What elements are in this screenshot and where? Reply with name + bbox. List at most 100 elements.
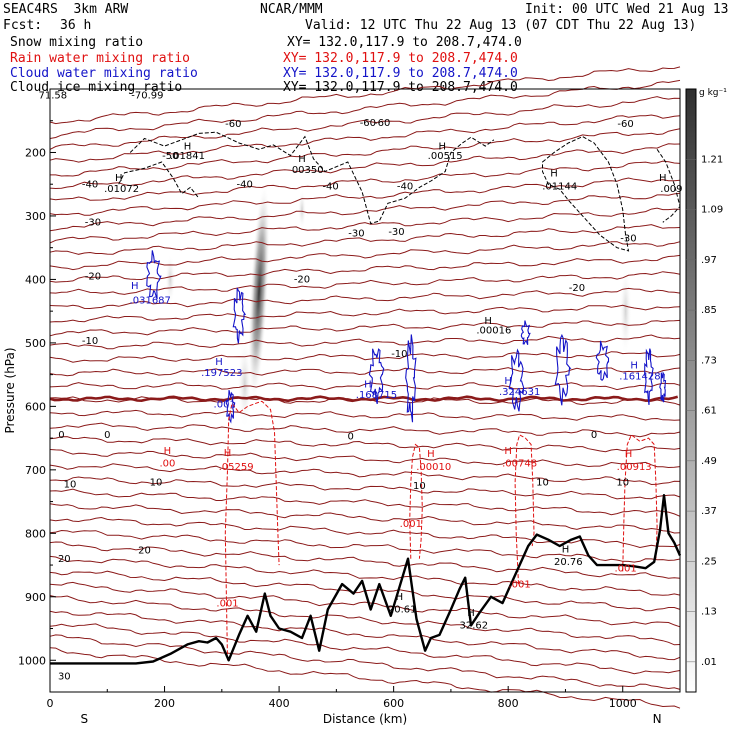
cloud-ice-contour	[118, 161, 200, 199]
contour-label: -30	[620, 233, 636, 244]
temperature-contour	[49, 177, 681, 216]
colorbar-label: .13	[701, 607, 717, 618]
temperature-contour	[49, 79, 681, 139]
cloud-water-contour	[520, 320, 531, 345]
field-snow-name: Snow mixing ratio	[10, 35, 144, 50]
contour-label: -30	[85, 217, 101, 228]
contour-label: H	[115, 173, 123, 184]
contour-label: .01072	[104, 184, 139, 195]
colorbar-label: .37	[701, 506, 717, 517]
contour-label: H	[224, 448, 232, 459]
snow-west	[165, 254, 176, 305]
contour-label: H	[364, 379, 372, 390]
contour-label: -60	[617, 119, 633, 130]
contour-label: 32.62	[459, 621, 488, 632]
temperature-contour	[49, 334, 681, 350]
terrain-line	[50, 494, 682, 665]
contour-label: 71.58	[39, 91, 68, 102]
y-tick-label: 400	[25, 273, 46, 286]
temperature-contour	[49, 623, 681, 675]
field-rain-xy: XY= 132.0,117.9 to 208.7,474.0	[283, 51, 518, 66]
contour-label: -20	[85, 271, 101, 282]
temperature-contour	[49, 66, 681, 125]
plot-frame	[49, 88, 681, 693]
cloud-water-contour	[368, 348, 385, 405]
temperature-contour	[49, 449, 681, 469]
terrain-profile	[50, 494, 682, 665]
temperature-contour	[49, 503, 681, 534]
temperature-contour	[49, 581, 681, 628]
contour-label: 20	[58, 554, 71, 565]
contour-label: .00913	[617, 462, 652, 473]
rain-water-contour	[409, 443, 423, 559]
contour-label: .031687	[130, 296, 171, 307]
temperature-contour	[49, 160, 681, 201]
y-tick-label: 200	[25, 146, 46, 159]
contour-label: -10	[82, 336, 98, 347]
cloud-water-contour	[595, 340, 610, 381]
y-tick-label: 500	[25, 337, 46, 350]
y-axis-label: Pressure (hPa)	[3, 347, 17, 433]
contour-label: H	[625, 449, 633, 460]
field-rain-name: Rain water mixing ratio	[10, 51, 191, 66]
contour-label: .001	[214, 400, 236, 411]
contour-label: 20.76	[554, 557, 583, 568]
x-tick-label: 200	[154, 697, 175, 710]
contour-label: H	[562, 544, 570, 555]
colorbar-label: .25	[701, 556, 717, 567]
rain-water-contour	[514, 434, 535, 585]
snow-mid	[298, 189, 306, 230]
temperature-contour	[49, 595, 681, 646]
contour-label: .00010	[416, 462, 451, 473]
contour-label: 10	[616, 478, 629, 489]
contour-label: 0	[104, 430, 110, 441]
contour-label: .001	[400, 519, 422, 530]
temperature-contour	[49, 319, 681, 337]
contour-label: H	[550, 169, 558, 180]
contour-label: H	[164, 446, 172, 457]
colorbar: 1.21 1.09 .97 .85 .73 .61 .49 .37 .25 .13 .01 g kg⁻…	[685, 88, 727, 693]
cloud-ice-contours	[118, 131, 681, 252]
temperature-contour	[49, 409, 681, 421]
contour-label: .00	[159, 459, 175, 470]
rain-water-contour	[622, 434, 658, 572]
contour-label: H	[184, 141, 192, 152]
colorbar-label: .49	[701, 456, 717, 467]
cloud-water-contour	[659, 371, 667, 403]
x-tick-label: 0	[47, 697, 54, 710]
temperature-contour	[49, 634, 681, 690]
field-cloud-water-name: Cloud water mixing ratio	[10, 66, 198, 81]
colorbar-unit: g kg⁻¹	[699, 88, 727, 98]
contour-label: .009	[660, 184, 682, 195]
colorbar-bar	[685, 88, 697, 693]
contour-label: 10	[150, 478, 163, 489]
contour-label: 10	[64, 480, 77, 491]
center-label: NCAR/MMM	[260, 2, 323, 17]
contour-label: -10	[391, 349, 407, 360]
contour-label: -70.99	[131, 91, 163, 102]
contour-labels: 71.58 -70.99H.01841-50-60 -60-60 -60H00350H…	[39, 91, 683, 683]
north-label: N	[653, 712, 662, 726]
cloud-ice-contour	[542, 136, 630, 252]
temperature-contour	[49, 224, 681, 255]
contour-label: .324631	[499, 387, 540, 398]
contour-label: H	[396, 592, 404, 603]
contour-label: H	[439, 141, 447, 152]
contour-label: .00515	[428, 151, 463, 162]
contour-label: .161428	[619, 372, 660, 383]
y-tick-label: 800	[25, 527, 46, 540]
cloud-water-contour	[644, 348, 654, 405]
field-snow-xy: XY= 132.0,117.9 to 208.7,474.0	[287, 35, 522, 50]
contour-label: 30	[58, 671, 71, 682]
contour-label: 20.61	[388, 605, 417, 616]
colorbar-label: .61	[701, 406, 717, 417]
rain-water-contours	[224, 400, 658, 661]
rain-water-contour	[224, 400, 280, 661]
contour-label: H	[484, 316, 492, 327]
contour-label: -60	[374, 118, 390, 129]
contour-label: H	[659, 173, 667, 184]
contour-label: .00016	[476, 325, 511, 336]
contour-label: .001	[216, 598, 238, 609]
contour-label: .01841	[170, 151, 205, 162]
